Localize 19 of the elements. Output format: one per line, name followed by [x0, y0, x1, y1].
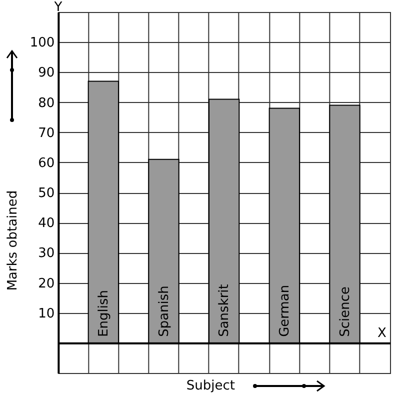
y-tick-label: 70 [38, 126, 55, 141]
y-tick-label: 90 [38, 66, 55, 81]
y-axis-title: Marks obtained [6, 190, 21, 291]
y-tick-label: 60 [38, 156, 55, 171]
x-tick-label: German [277, 284, 292, 337]
y-tick-label: 30 [38, 246, 55, 262]
y-tick-label: 50 [38, 186, 55, 201]
x-tick-label: Sanskrit [217, 284, 232, 337]
x-tick-label: Science [338, 286, 353, 337]
x-tick-label: Spanish [156, 286, 172, 337]
y-tick-label: 10 [38, 306, 55, 322]
y-tick-label: 20 [38, 276, 55, 292]
x-tick-label: English [96, 290, 112, 337]
annotation: Y [53, 0, 62, 15]
y-tick-label: 100 [30, 36, 55, 51]
y-tick-label: 40 [38, 216, 55, 232]
annotation: X [378, 326, 387, 341]
x-axis-title: Subject [186, 378, 235, 394]
y-tick-label: 80 [38, 96, 55, 111]
